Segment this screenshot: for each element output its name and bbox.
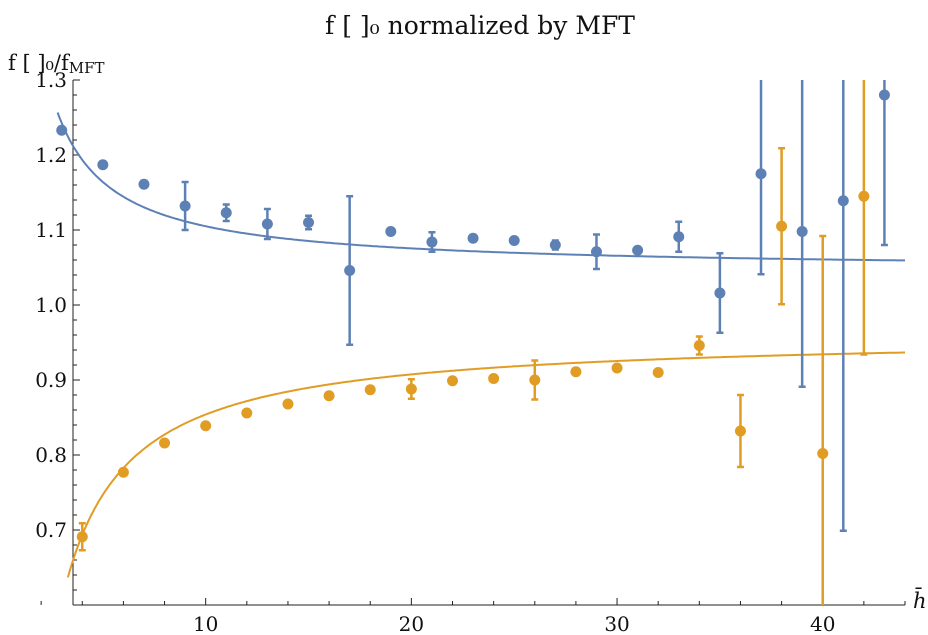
fit-curve-1 [56,112,905,262]
data-points [56,89,890,543]
data-point-1 [220,207,232,219]
y-axis-title-sub: MFT [69,59,105,77]
y-axis-title: f [ ]₀/fMFT [8,51,105,77]
data-point-1 [837,195,849,207]
y-tick-label: 1.1 [35,218,67,242]
data-point-1 [549,239,561,251]
data-point-2 [159,437,171,449]
data-point-2 [611,362,623,374]
y-tick-label: 1.0 [35,293,67,317]
data-point-2 [817,448,829,459]
data-point-1 [590,246,602,258]
fit-curve-2 [66,351,905,578]
data-point-2 [652,367,664,378]
data-point-2 [76,531,88,543]
data-point-1 [673,231,685,243]
x-tick-label: 40 [810,612,835,635]
data-point-2 [447,375,458,387]
y-ticks: 0.7 0.8 0.9 1.0 1.1 1.2 1.3 [35,68,80,591]
data-point-1 [179,200,191,212]
data-point-2 [776,220,788,232]
y-tick-label: 0.9 [35,368,67,392]
data-point-1 [385,226,397,237]
data-point-2 [570,366,582,378]
x-tick-label: 20 [399,612,424,635]
data-point-2 [117,466,129,478]
data-point-1 [878,89,890,101]
data-point-2 [323,390,335,402]
fit-curves [56,112,905,578]
data-point-1 [426,236,438,248]
data-point-2 [241,407,253,419]
x-tick-label: 30 [604,612,629,635]
data-point-1 [303,217,315,228]
data-point-1 [632,244,644,256]
data-point-2 [734,425,746,437]
y-tick-label: 0.7 [35,518,67,542]
data-point-2 [529,374,541,386]
error-bars [78,80,888,605]
y-tick-label: 1.2 [35,143,67,167]
data-point-1 [261,218,273,230]
y-axis-title-main: f [ ]₀/f [8,51,71,75]
data-point-1 [138,178,150,190]
chart-title: f [ ]₀ normalized by MFT [325,11,635,40]
data-point-1 [97,159,109,171]
data-point-1 [344,265,356,276]
data-point-1 [508,235,520,246]
data-point-1 [56,124,68,136]
data-point-2 [693,340,705,351]
data-point-2 [364,384,376,396]
data-point-1 [714,287,726,299]
y-tick-label: 0.8 [35,443,67,467]
data-point-2 [282,398,294,410]
data-point-1 [467,232,479,244]
data-point-2 [858,190,870,202]
y-tick-label: 1.3 [35,68,67,92]
x-tick-label: 10 [193,612,218,635]
data-point-2 [200,420,212,432]
data-point-1 [796,226,808,237]
data-point-2 [488,373,500,384]
data-point-1 [755,168,767,180]
data-point-2 [405,383,417,395]
x-axis-title: h̄ [913,587,927,613]
x-ticks: 10 20 30 40 [40,598,906,635]
